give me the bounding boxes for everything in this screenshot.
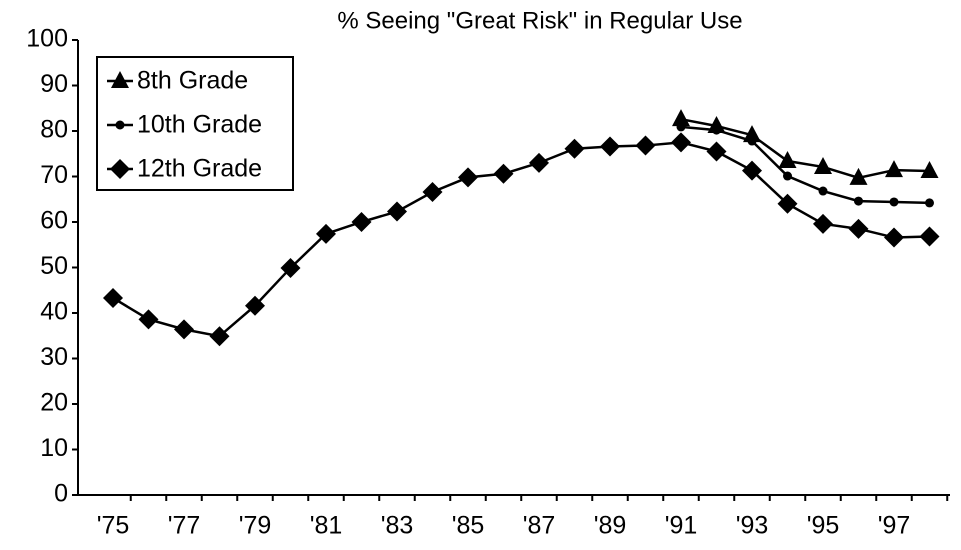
marker-diamond bbox=[103, 287, 123, 308]
marker-diamond bbox=[174, 319, 194, 340]
marker-diamond bbox=[209, 326, 230, 347]
marker-circle bbox=[925, 198, 934, 208]
marker-diamond bbox=[919, 226, 940, 247]
marker-circle bbox=[712, 125, 721, 135]
marker-diamond bbox=[110, 159, 130, 179]
marker-diamond bbox=[706, 141, 727, 162]
x-tick-label: '87 bbox=[523, 512, 556, 540]
marker-triangle bbox=[920, 161, 939, 179]
y-tick-label: 40 bbox=[40, 298, 68, 326]
y-tick-label: 30 bbox=[40, 343, 68, 371]
x-tick-label: '85 bbox=[452, 512, 485, 540]
marker-triangle bbox=[111, 71, 129, 88]
marker-triangle bbox=[743, 125, 761, 143]
marker-diamond bbox=[848, 218, 869, 239]
marker-triangle bbox=[672, 109, 690, 127]
y-tick-label: 70 bbox=[40, 161, 68, 189]
marker-diamond bbox=[280, 257, 301, 278]
marker-triangle bbox=[885, 160, 903, 178]
marker-diamond bbox=[422, 181, 443, 202]
marker-diamond bbox=[742, 160, 762, 181]
y-tick-label: 50 bbox=[40, 252, 68, 280]
x-tick-label: '79 bbox=[239, 512, 272, 540]
marker-circle bbox=[115, 120, 125, 130]
y-tick-label: 10 bbox=[40, 434, 68, 462]
marker-diamond bbox=[316, 223, 336, 244]
marker-diamond bbox=[671, 132, 691, 153]
series-line bbox=[680, 125, 930, 205]
x-tick-label: '97 bbox=[878, 512, 911, 540]
marker-diamond bbox=[813, 213, 833, 234]
marker-diamond bbox=[884, 227, 904, 248]
marker-diamond bbox=[458, 167, 478, 188]
marker-circle bbox=[889, 197, 899, 207]
x-tick-label: '77 bbox=[168, 512, 201, 540]
marker-circle bbox=[676, 122, 686, 132]
legend-label: 12th Grade bbox=[137, 155, 262, 183]
marker-diamond bbox=[777, 193, 798, 214]
y-tick-label: 60 bbox=[40, 207, 68, 235]
y-tick-label: 80 bbox=[40, 116, 68, 144]
marker-triangle bbox=[849, 167, 868, 185]
marker-diamond bbox=[387, 201, 407, 222]
marker-diamond bbox=[138, 309, 159, 330]
marker-diamond bbox=[245, 295, 265, 316]
marker-circle bbox=[818, 186, 828, 196]
x-tick-label: '83 bbox=[381, 512, 414, 540]
marker-diamond bbox=[564, 138, 585, 159]
y-tick-label: 90 bbox=[40, 70, 68, 98]
chart-title: % Seeing "Great Risk" in Regular Use bbox=[337, 7, 742, 34]
marker-diamond bbox=[493, 163, 514, 184]
legend-label: 10th Grade bbox=[137, 111, 262, 139]
x-tick-label: '81 bbox=[310, 512, 343, 540]
y-tick-label: 100 bbox=[26, 25, 68, 53]
legend-label: 8th Grade bbox=[137, 67, 248, 95]
marker-diamond bbox=[600, 136, 620, 157]
y-tick-label: 0 bbox=[54, 480, 68, 508]
marker-circle bbox=[854, 196, 863, 206]
marker-diamond bbox=[351, 212, 372, 232]
marker-circle bbox=[747, 136, 757, 146]
x-tick-label: '93 bbox=[736, 512, 769, 540]
x-tick-label: '95 bbox=[807, 512, 840, 540]
x-tick-label: '75 bbox=[97, 512, 130, 540]
marker-diamond bbox=[635, 135, 656, 156]
marker-diamond bbox=[529, 152, 549, 173]
y-tick-label: 20 bbox=[40, 389, 68, 417]
x-tick-label: '91 bbox=[665, 512, 698, 540]
marker-circle bbox=[783, 171, 792, 181]
marker-triangle bbox=[778, 151, 797, 169]
marker-triangle bbox=[814, 156, 832, 174]
x-tick-label: '89 bbox=[594, 512, 627, 540]
